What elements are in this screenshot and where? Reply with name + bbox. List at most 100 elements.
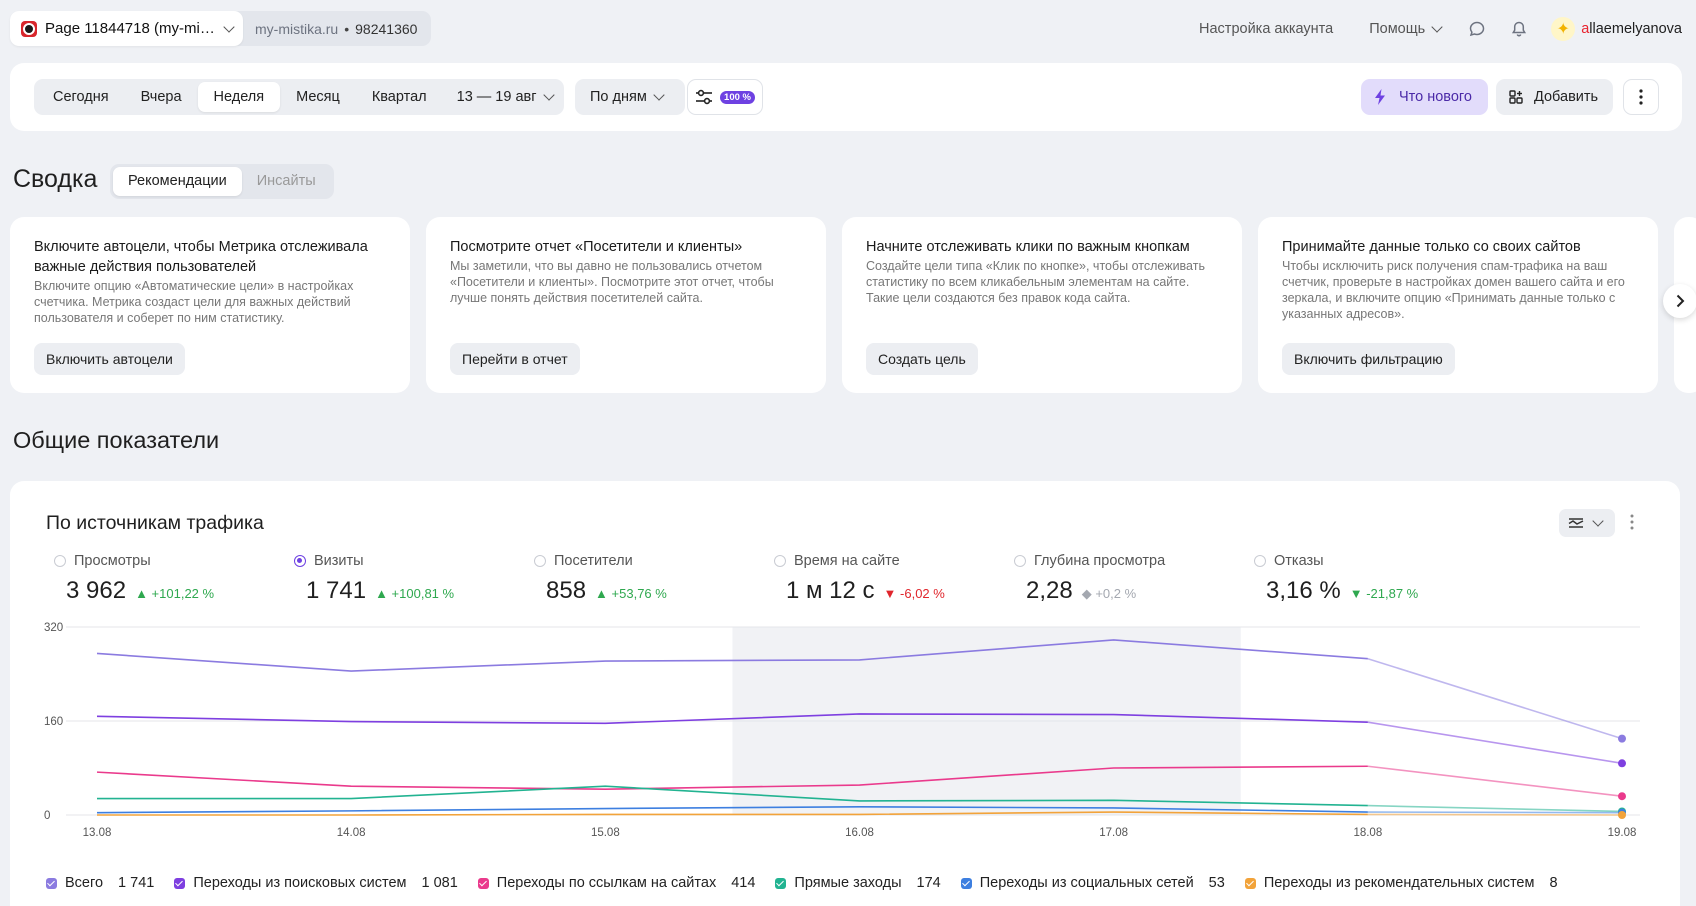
grouping-dropdown[interactable]: По дням	[575, 79, 685, 115]
avatar[interactable]: ✦	[1551, 17, 1576, 41]
kebab-icon	[1630, 514, 1634, 530]
date-range-label: 13 — 19 авг	[456, 89, 537, 105]
metric-delta: ▲ +101,22 %	[135, 586, 215, 601]
widgets-icon	[1509, 90, 1523, 104]
checkbox-icon	[477, 877, 489, 889]
chevron-right-icon	[1676, 294, 1685, 308]
metric-pageviews[interactable]: Просмотры 3 962 ▲ +101,22 %	[54, 553, 215, 605]
radio-icon[interactable]	[54, 555, 66, 567]
carousel-next-button[interactable]	[1663, 284, 1696, 318]
radio-icon[interactable]	[1254, 555, 1266, 567]
chart-type-dropdown[interactable]	[1559, 509, 1615, 537]
metric-label: Визиты	[314, 553, 364, 569]
metric-value: 3,16 %	[1266, 577, 1341, 604]
period-week[interactable]: Неделя	[197, 82, 281, 112]
metric-visitors[interactable]: Посетители 858 ▲ +53,76 %	[534, 553, 667, 605]
legend-item-social[interactable]: Переходы из социальных сетей 53	[960, 875, 1225, 891]
legend-item-referral[interactable]: Переходы по ссылкам на сайтах 414	[477, 875, 756, 891]
radio-icon[interactable]	[774, 555, 786, 567]
add-label: Добавить	[1534, 89, 1599, 105]
page-tab[interactable]: Page 11844718 (my-mistika.ru)	[10, 11, 243, 46]
enable-filtering-button[interactable]: Включить фильтрацию	[1282, 343, 1455, 375]
series-line-partial	[1367, 721, 1623, 765]
legend-value: 1 081	[421, 875, 458, 891]
bell-icon[interactable]	[1509, 19, 1529, 39]
metric-page-depth[interactable]: Глубина просмотра 2,28 ◆ +0,2 %	[1014, 553, 1165, 605]
recommendation-card: Включите автоцели, чтобы Метрика отслежи…	[10, 217, 410, 393]
chevron-down-icon	[653, 89, 665, 101]
traffic-sources-widget: По источникам трафика Просмотры 3 962 ▲ +…	[10, 481, 1680, 906]
tab-insights[interactable]: Инсайты	[256, 173, 316, 189]
series-line-partial	[1367, 804, 1623, 813]
x-tick-label: 19.08	[1608, 827, 1637, 839]
metric-label: Время на сайте	[794, 553, 900, 569]
series-line	[97, 811, 1368, 816]
series-end-point	[1618, 759, 1626, 768]
legend-item-recommendation[interactable]: Переходы из рекомендательных систем 8	[1244, 875, 1558, 891]
site-domain[interactable]: my-mistika.ru	[255, 20, 339, 37]
x-tick-label: 14.08	[337, 827, 366, 839]
series-line	[96, 639, 1368, 672]
counter-selector[interactable]: Page 11844718 (my-mistika.ru) my-mistika…	[10, 11, 432, 46]
site-favicon-icon	[21, 20, 37, 37]
period-month[interactable]: Месяц	[296, 89, 340, 105]
page-title: Page 11844718 (my-mistika.ru)	[45, 20, 217, 37]
more-menu-button[interactable]	[1623, 79, 1659, 115]
card-title: Включите автоцели, чтобы Метрика отслежи…	[34, 239, 368, 275]
metric-time-on-site[interactable]: Время на сайте 1 м 12 с ▼ -6,02 %	[774, 553, 945, 605]
legend-value: 414	[731, 875, 756, 891]
account-settings-link[interactable]: Настройка аккаунта	[1199, 21, 1334, 37]
radio-icon[interactable]	[294, 555, 306, 567]
recommendation-card: Посмотрите отчет «Посетители и клиенты» …	[426, 217, 826, 393]
lightning-icon	[1375, 89, 1385, 105]
sampling-filter-button[interactable]: 100 %	[687, 79, 763, 115]
traffic-line-chart[interactable]: 0 160 320 13.08 14.08 15.08 16.08 17.08 18.08 19.…	[10, 616, 1680, 846]
legend-label: Прямые заходы	[794, 875, 902, 891]
go-to-report-button[interactable]: Перейти в отчет	[450, 343, 580, 375]
widget-menu-button[interactable]	[1630, 514, 1634, 535]
chevron-down-icon	[223, 20, 235, 33]
series-line-partial	[1367, 765, 1623, 797]
metric-label: Посетители	[554, 553, 633, 569]
card-text: Включите опцию «Автоматические цели» в н…	[34, 279, 354, 325]
legend-item-search[interactable]: Переходы из поисковых систем 1 081	[174, 875, 458, 891]
x-tick-label: 17.08	[1099, 827, 1128, 839]
create-goal-button[interactable]: Создать цель	[866, 343, 978, 375]
radio-icon[interactable]	[1014, 555, 1026, 567]
radio-icon[interactable]	[534, 555, 546, 567]
kebab-icon	[1639, 89, 1643, 105]
metric-visits[interactable]: Визиты 1 741 ▲ +100,81 %	[294, 553, 455, 605]
period-yesterday[interactable]: Вчера	[140, 89, 182, 105]
legend-value: 8	[1549, 875, 1558, 891]
legend-item-direct[interactable]: Прямые заходы 174	[775, 875, 941, 891]
chat-icon[interactable]	[1467, 19, 1487, 39]
period-today[interactable]: Сегодня	[53, 89, 109, 105]
help-menu[interactable]: Помощь	[1369, 21, 1443, 37]
y-tick-label: 0	[44, 810, 50, 822]
x-tick-label: 13.08	[83, 827, 112, 839]
add-widget-button[interactable]: Добавить	[1496, 79, 1613, 115]
period-selector: Сегодня Вчера Неделя Месяц Квартал 13 — …	[34, 79, 564, 115]
chevron-down-icon	[542, 89, 555, 101]
series-line	[96, 805, 1368, 814]
legend-value: 53	[1208, 875, 1225, 891]
date-range-picker[interactable]: 13 — 19 авг	[443, 82, 561, 112]
metric-bounce-rate[interactable]: Отказы 3,16 % ▼ -21,87 %	[1254, 553, 1418, 605]
metric-value: 858	[546, 577, 587, 604]
summary-title: Сводка	[13, 165, 98, 193]
metric-delta: ▲ +100,81 %	[375, 586, 455, 601]
username[interactable]: allaemelyanova	[1581, 21, 1682, 37]
period-quarter[interactable]: Квартал	[371, 89, 427, 105]
legend-item-total[interactable]: Всего 1 741	[46, 875, 154, 891]
checkbox-icon	[775, 877, 787, 889]
enable-autogoals-button[interactable]: Включить автоцели	[34, 343, 185, 375]
x-tick-label: 15.08	[591, 827, 620, 839]
chart-settings-icon	[1568, 518, 1584, 528]
series-end-point	[1618, 792, 1626, 801]
summary-tabs: Рекомендации Инсайты	[110, 164, 334, 199]
series-end-point	[1618, 734, 1626, 743]
tab-recommendations[interactable]: Рекомендации	[113, 167, 242, 196]
legend-label: Переходы из поисковых систем	[193, 875, 407, 891]
card-title: Посмотрите отчет «Посетители и клиенты»	[450, 239, 743, 255]
whats-new-button[interactable]: Что нового	[1361, 79, 1488, 115]
